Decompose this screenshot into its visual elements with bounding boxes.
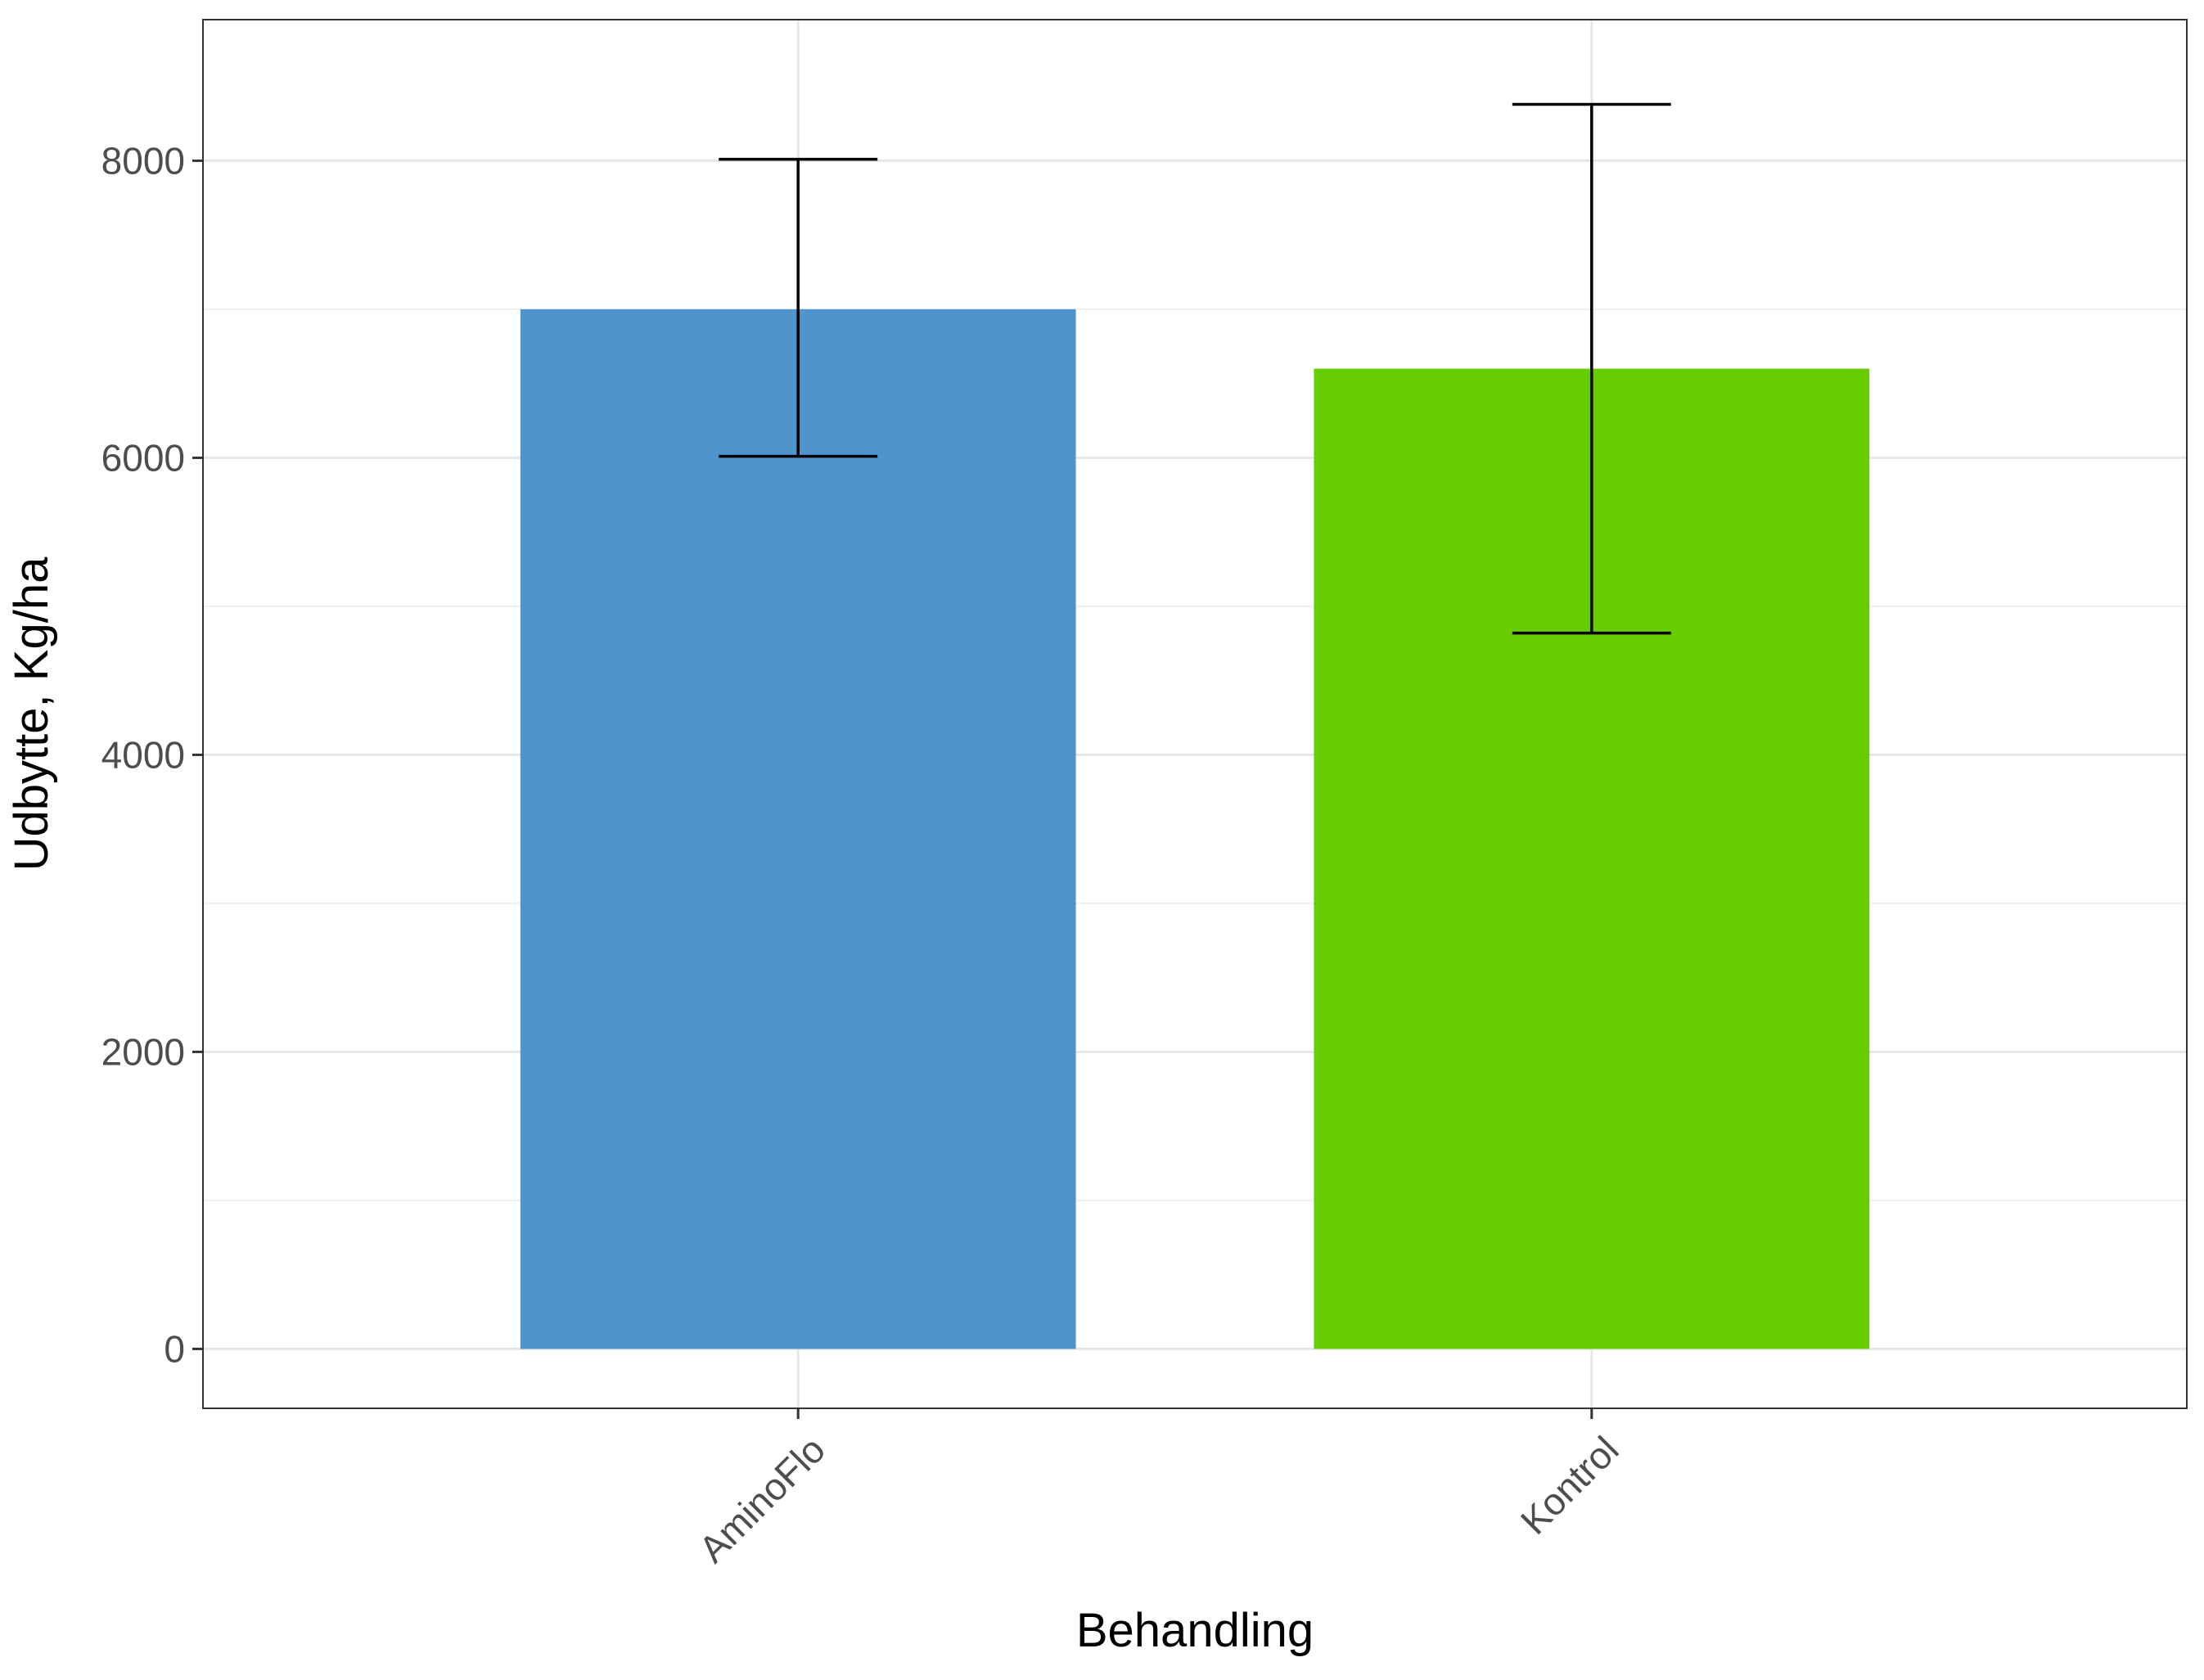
bars — [520, 309, 1870, 1349]
y-tick-label: 0 — [164, 1327, 185, 1370]
error-bars — [719, 102, 1671, 635]
x-axis-title: Behandling — [1076, 1604, 1314, 1657]
bar-aminoflo — [520, 309, 1076, 1349]
y-tick-label: 6000 — [101, 436, 185, 479]
y-tick-label: 2000 — [101, 1030, 185, 1073]
error-bar-aminoflo — [719, 157, 878, 458]
y-axis-title: Udbytte, Kg/ha — [5, 556, 58, 871]
error-bar-kontrol — [1512, 102, 1671, 635]
y-axis: 0 2000 4000 6000 8000 — [101, 139, 203, 1370]
y-tick-label: 8000 — [101, 139, 185, 182]
y-tick-label: 4000 — [101, 733, 185, 776]
plot-panel-border — [202, 19, 2188, 1409]
